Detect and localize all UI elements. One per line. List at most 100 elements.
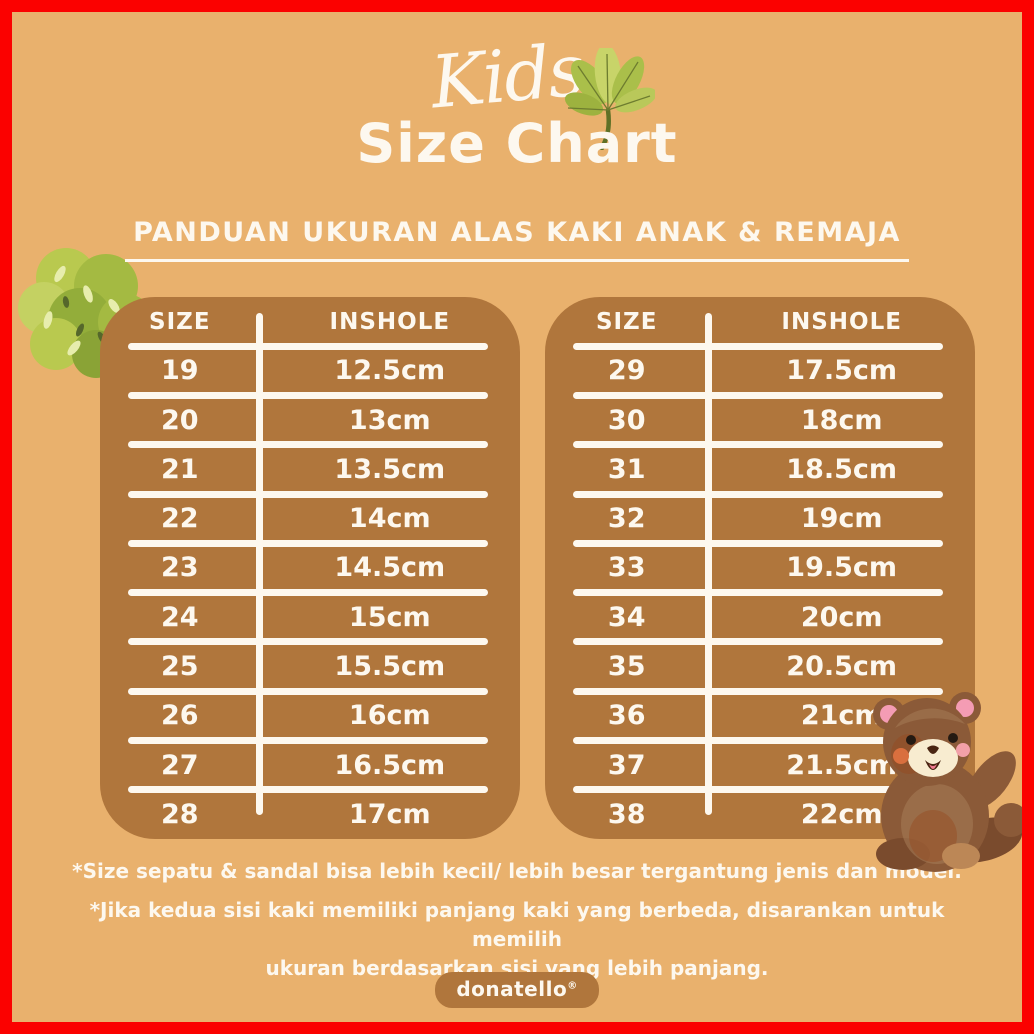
subtitle-wrap: PANDUAN UKURAN ALAS KAKI ANAK & REMAJA [12, 217, 1022, 262]
size-table-left: SIZE INSHOLE 19 12.5cm 20 13cm 21 13.5cm 22 14cm 2… [100, 297, 520, 839]
page-title: Size Chart [356, 112, 678, 175]
inshole-cell: 16.5cm [334, 749, 446, 781]
header-inshole-cell: INSHOLE [781, 308, 902, 335]
table-row: 34 20cm [545, 593, 975, 642]
size-cell: 36 [607, 700, 646, 732]
table-row: 22 14cm [100, 494, 520, 543]
inshole-cell: 22cm [800, 798, 883, 830]
inshole-cell: 15.5cm [334, 651, 446, 683]
size-cell: 32 [607, 503, 646, 535]
table-row: 25 15.5cm [100, 642, 520, 691]
size-cell: 24 [161, 601, 199, 633]
inshole-cell: 18.5cm [786, 453, 898, 485]
row-divider-line [128, 490, 488, 498]
row-divider-line [573, 638, 943, 646]
bush-icon [18, 248, 154, 378]
size-cell: 20 [161, 404, 199, 436]
table-row: 21 13.5cm [100, 445, 520, 494]
row-divider-line [573, 786, 943, 794]
row-divider-line [128, 589, 488, 597]
inshole-cell: 15cm [348, 601, 431, 633]
size-cell: 27 [161, 749, 199, 781]
row-divider-line [573, 392, 943, 400]
table-row: 31 18.5cm [545, 445, 975, 494]
table-row: 23 14.5cm [100, 543, 520, 592]
inshole-cell: 13cm [348, 404, 431, 436]
column-divider-line [704, 313, 712, 815]
row-divider-line [128, 539, 488, 547]
brand-logo: donatello® [435, 972, 599, 1008]
table-row: 27 16.5cm [100, 740, 520, 789]
teddy-bear-icon [873, 692, 1022, 872]
brand-name: donatello [456, 977, 568, 1001]
row-divider-line [128, 736, 488, 744]
row-divider-line [128, 786, 488, 794]
inshole-cell: 18cm [800, 404, 883, 436]
size-cell: 35 [607, 651, 646, 683]
size-cell: 38 [607, 798, 646, 830]
size-cell: 23 [161, 552, 199, 584]
table-row: 36 21cm [545, 691, 975, 740]
row-divider-line [573, 441, 943, 449]
inshole-cell: 14cm [348, 503, 431, 535]
table-row: 32 19cm [545, 494, 975, 543]
inshole-cell: 21.5cm [786, 749, 898, 781]
note-size-variation: *Size sepatu & sandal bisa lebih kecil/ … [72, 859, 962, 883]
row-divider-line [128, 638, 488, 646]
inshole-cell: 14.5cm [334, 552, 446, 584]
table-header-row: SIZE INSHOLE [545, 297, 975, 346]
row-divider-line [128, 392, 488, 400]
inshole-cell: 17.5cm [786, 355, 898, 387]
size-cell: 19 [161, 355, 199, 387]
inshole-cell: 19cm [800, 503, 883, 535]
table-row: 28 17cm [100, 790, 520, 839]
table-header-row: SIZE INSHOLE [100, 297, 520, 346]
table-row: 20 13cm [100, 396, 520, 445]
header-size-cell: SIZE [595, 308, 658, 335]
inshole-cell: 12.5cm [334, 355, 446, 387]
table-row: 37 21.5cm [545, 740, 975, 789]
row-divider-line [128, 342, 488, 350]
size-cell: 33 [607, 552, 646, 584]
size-cell: 31 [607, 453, 646, 485]
row-divider-line [573, 589, 943, 597]
note-foot-length: *Jika kedua sisi kaki memiliki panjang k… [89, 898, 945, 980]
row-divider-line [573, 342, 943, 350]
leaf-icon [564, 48, 655, 150]
size-cell: 28 [161, 798, 199, 830]
size-cell: 34 [607, 601, 646, 633]
inshole-cell: 19.5cm [786, 552, 898, 584]
subtitle: PANDUAN UKURAN ALAS KAKI ANAK & REMAJA [125, 217, 909, 262]
size-cell: 25 [161, 651, 199, 683]
table-row: 26 16cm [100, 691, 520, 740]
inshole-cell: 16cm [348, 700, 431, 732]
size-cell: 21 [161, 453, 199, 485]
brand-wrap: donatello® [12, 972, 1022, 1008]
size-cell: 22 [161, 503, 199, 535]
inshole-cell: 17cm [348, 798, 431, 830]
inshole-cell: 13.5cm [334, 453, 446, 485]
header-inshole-cell: INSHOLE [329, 308, 451, 335]
size-cell: 26 [161, 700, 199, 732]
column-divider-line [256, 313, 264, 815]
row-divider-line [128, 687, 488, 695]
size-cell: 30 [607, 404, 646, 436]
row-divider-line [573, 687, 943, 695]
header-size-cell: SIZE [149, 308, 211, 335]
table-row: 30 18cm [545, 396, 975, 445]
inshole-cell: 20.5cm [786, 651, 898, 683]
table-row: 38 22cm [545, 790, 975, 839]
row-divider-line [573, 490, 943, 498]
size-cell: 37 [607, 749, 646, 781]
table-row: 35 20.5cm [545, 642, 975, 691]
registered-mark: ® [567, 980, 578, 992]
table-row: 19 12.5cm [100, 346, 520, 395]
row-divider-line [573, 539, 943, 547]
size-cell: 29 [607, 355, 646, 387]
row-divider-line [128, 441, 488, 449]
table-row: 24 15cm [100, 593, 520, 642]
table-row: 33 19.5cm [545, 543, 975, 592]
row-divider-line [573, 736, 943, 744]
inshole-cell: 20cm [800, 601, 883, 633]
